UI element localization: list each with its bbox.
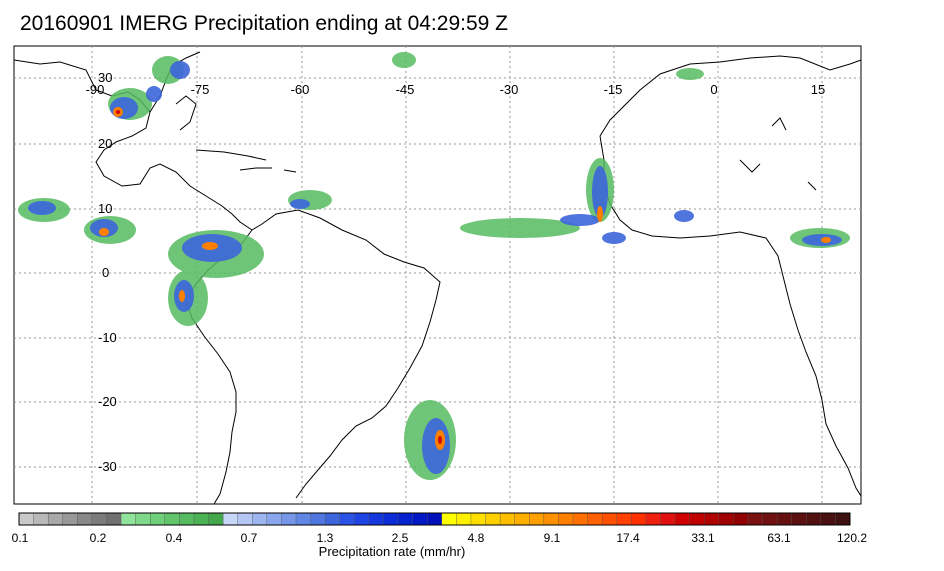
colorbar-swatch	[616, 512, 632, 526]
colorbar-swatch	[222, 512, 239, 526]
lon-label: 0	[710, 82, 717, 97]
colorbar-tick-label: 0.1	[12, 531, 29, 545]
colorbar-tick-label: 1.3	[317, 531, 334, 545]
colorbar-swatch	[135, 512, 151, 526]
colorbar-swatch	[791, 512, 807, 526]
colorbar-swatch	[193, 512, 210, 526]
colorbar-swatch	[587, 512, 603, 526]
colorbar-swatch	[310, 512, 326, 526]
colorbar-swatch	[499, 512, 516, 526]
lat-label: 10	[98, 201, 112, 216]
colorbar-tick-label: 33.1	[691, 531, 715, 545]
colorbar-swatch	[150, 512, 166, 526]
colorbar-swatch	[704, 512, 720, 526]
colorbar-swatch	[427, 512, 443, 526]
colorbar-swatch	[368, 512, 384, 526]
colorbar-swatch	[18, 512, 35, 526]
colorbar-label: Precipitation rate (mm/hr)	[319, 544, 466, 559]
colorbar-tick-label: 2.5	[392, 531, 409, 545]
map-title: 20160901 IMERG Precipitation ending at 0…	[20, 12, 508, 35]
lon-label: -60	[291, 82, 310, 97]
colorbar-swatch	[645, 512, 661, 526]
colorbar-swatch	[820, 512, 836, 526]
colorbar-swatch	[485, 512, 501, 526]
colorbar-swatch	[339, 512, 355, 526]
colorbar-swatch	[441, 512, 457, 526]
lat-label: 30	[98, 70, 112, 85]
colorbar-swatch	[354, 512, 370, 526]
lon-label: -90	[86, 82, 105, 97]
colorbar-swatch	[733, 512, 749, 526]
colorbar-tick-label: 63.1	[767, 531, 791, 545]
colorbar-swatch	[601, 512, 618, 526]
colorbar-swatch	[514, 512, 530, 526]
colorbar-swatch	[252, 512, 268, 526]
lat-label: -20	[98, 394, 117, 409]
lon-label: -15	[604, 82, 623, 97]
colorbar-swatch	[456, 512, 472, 526]
colorbar-swatch	[558, 512, 574, 526]
colorbar-swatch	[91, 512, 107, 526]
colorbar-tick-label: 0.2	[90, 531, 107, 545]
colorbar-swatch	[631, 512, 647, 526]
colorbar-swatch	[164, 512, 180, 526]
colorbar-swatch	[179, 512, 195, 526]
colorbar-swatch	[295, 512, 312, 526]
lon-label: -75	[191, 82, 210, 97]
colorbar-swatch	[747, 512, 764, 526]
colorbar-tick-label: 9.1	[544, 531, 561, 545]
colorbar-swatch	[776, 512, 793, 526]
colorbar-swatches	[18, 512, 851, 526]
lat-label: 0	[102, 265, 109, 280]
colorbar-swatch	[689, 512, 705, 526]
colorbar-swatch	[324, 512, 341, 526]
colorbar-swatch	[106, 512, 122, 526]
colorbar-swatch	[281, 512, 297, 526]
colorbar-tick-label: 4.8	[468, 531, 485, 545]
colorbar-tick-label: 120.2	[837, 531, 867, 545]
colorbar-tick-label: 0.7	[241, 531, 258, 545]
colorbar-swatch	[77, 512, 93, 526]
colorbar-swatch	[660, 512, 676, 526]
lon-label: 15	[811, 82, 825, 97]
colorbar-swatch	[120, 512, 137, 526]
colorbar-swatch	[806, 512, 822, 526]
colorbar-swatch	[237, 512, 253, 526]
colorbar-border	[18, 512, 851, 526]
lat-label: -10	[98, 330, 117, 345]
colorbar-swatch	[62, 512, 78, 526]
precip-extreme	[116, 110, 442, 444]
colorbar-tick-label: 17.4	[616, 531, 640, 545]
colorbar-swatch	[397, 512, 414, 526]
lat-label: 20	[98, 136, 112, 151]
colorbar-tick-label: 0.4	[166, 531, 183, 545]
colorbar-swatch	[470, 512, 487, 526]
colorbar-swatch	[762, 512, 778, 526]
lon-label: -45	[396, 82, 415, 97]
lat-labels: 30 20 10 0 -10 -20 -30	[98, 70, 117, 474]
colorbar-swatch	[47, 512, 64, 526]
lat-label: -30	[98, 459, 117, 474]
lon-label: -30	[500, 82, 519, 97]
colorbar-swatch	[529, 512, 545, 526]
colorbar-swatch	[835, 512, 851, 526]
colorbar-swatch	[674, 512, 691, 526]
colorbar-swatch	[383, 512, 399, 526]
colorbar-swatch	[33, 512, 49, 526]
colorbar-swatch	[572, 512, 589, 526]
colorbar-swatch	[266, 512, 282, 526]
colorbar-swatch	[718, 512, 734, 526]
graticule	[14, 46, 861, 504]
colorbar-swatch	[543, 512, 559, 526]
colorbar-swatch	[412, 512, 428, 526]
lon-labels: -90 -75 -60 -45 -30 -15 0 15	[86, 82, 826, 97]
colorbar-swatch	[208, 512, 224, 526]
